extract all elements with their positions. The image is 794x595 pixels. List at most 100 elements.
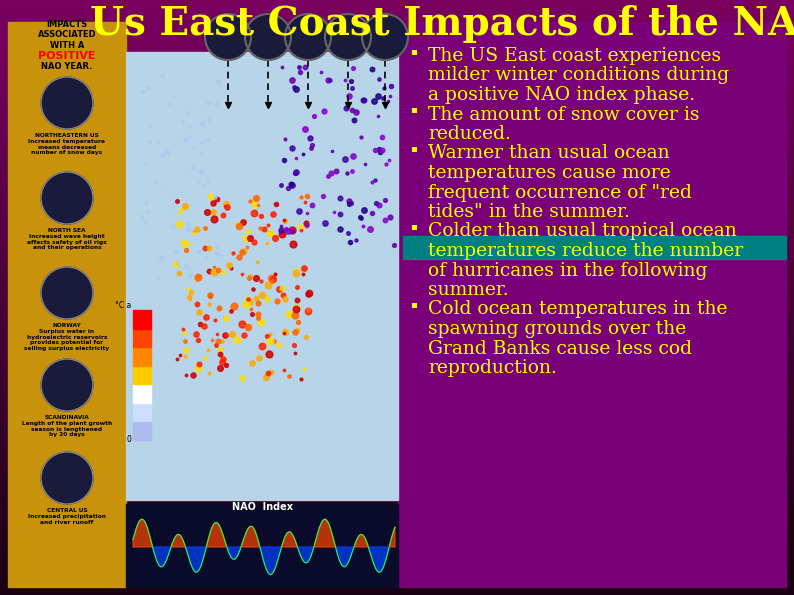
Bar xyxy=(0,177,794,184)
Bar xyxy=(0,576,794,583)
Bar xyxy=(0,314,794,321)
Bar xyxy=(0,106,794,113)
Text: reproduction.: reproduction. xyxy=(428,359,557,377)
Text: a positive NAO index phase.: a positive NAO index phase. xyxy=(428,86,695,104)
Bar xyxy=(0,40,794,48)
Circle shape xyxy=(205,14,251,60)
Bar xyxy=(0,540,794,547)
Bar xyxy=(0,392,794,399)
Bar xyxy=(0,564,794,571)
Bar xyxy=(0,397,794,405)
Text: The amount of snow cover is: The amount of snow cover is xyxy=(428,105,700,124)
Text: spawning grounds over the: spawning grounds over the xyxy=(428,320,686,338)
Bar xyxy=(0,231,794,238)
Text: of hurricanes in the following: of hurricanes in the following xyxy=(428,261,707,280)
Bar xyxy=(133,384,151,403)
Bar xyxy=(0,582,794,589)
Bar xyxy=(0,35,794,42)
Bar xyxy=(0,403,794,411)
Bar xyxy=(0,296,794,303)
Bar xyxy=(0,356,794,363)
Bar xyxy=(0,332,794,339)
Bar xyxy=(0,58,794,65)
Bar xyxy=(0,415,794,422)
Bar xyxy=(0,320,794,327)
Bar xyxy=(0,0,794,6)
Bar xyxy=(0,284,794,292)
Bar xyxy=(0,261,794,268)
Bar xyxy=(0,409,794,416)
Bar xyxy=(0,528,794,536)
Bar xyxy=(0,302,794,309)
Bar xyxy=(0,148,794,155)
Text: summer.: summer. xyxy=(428,281,509,299)
Circle shape xyxy=(245,14,291,60)
Circle shape xyxy=(41,77,93,129)
Bar xyxy=(0,249,794,256)
Bar xyxy=(0,386,794,393)
Bar xyxy=(0,52,794,60)
Bar xyxy=(133,366,151,384)
Bar xyxy=(0,433,794,440)
Bar xyxy=(0,326,794,333)
Circle shape xyxy=(285,14,331,60)
Text: ▪: ▪ xyxy=(410,47,417,56)
Bar xyxy=(126,52,398,500)
Bar xyxy=(0,427,794,434)
Circle shape xyxy=(325,14,371,60)
Text: temperatures reduce the number: temperatures reduce the number xyxy=(428,242,743,260)
Bar xyxy=(0,308,794,315)
Bar xyxy=(0,165,794,173)
Bar xyxy=(0,207,794,214)
Circle shape xyxy=(41,267,93,319)
Bar xyxy=(0,499,794,506)
Text: Us East Coast Impacts of the NAO: Us East Coast Impacts of the NAO xyxy=(90,5,794,43)
Text: NAO  Index: NAO Index xyxy=(233,502,294,512)
Bar xyxy=(0,189,794,196)
Bar xyxy=(0,350,794,357)
Text: tides" in the summer.: tides" in the summer. xyxy=(428,203,630,221)
Bar xyxy=(0,267,794,274)
Bar xyxy=(0,29,794,36)
Bar xyxy=(0,487,794,494)
Bar xyxy=(0,100,794,107)
Bar xyxy=(133,403,151,421)
Bar xyxy=(0,225,794,232)
Bar xyxy=(0,570,794,577)
Bar xyxy=(0,475,794,482)
Bar xyxy=(398,22,786,587)
Bar xyxy=(0,505,794,512)
Bar xyxy=(0,493,794,500)
Text: CENTRAL US
Increased precipitation
and river runoff: CENTRAL US Increased precipitation and r… xyxy=(28,508,106,525)
Circle shape xyxy=(362,14,408,60)
Bar xyxy=(0,112,794,119)
Bar xyxy=(133,328,151,347)
Text: °C a: °C a xyxy=(115,300,131,309)
Text: ▪: ▪ xyxy=(410,105,417,114)
Text: NAO YEAR.: NAO YEAR. xyxy=(41,62,93,71)
Bar xyxy=(0,70,794,77)
Bar xyxy=(0,290,794,298)
Text: temperatures cause more: temperatures cause more xyxy=(428,164,671,182)
Bar xyxy=(0,130,794,137)
Bar xyxy=(0,219,794,226)
Bar xyxy=(0,82,794,89)
Bar xyxy=(126,504,398,587)
Bar xyxy=(0,76,794,83)
Text: reduced.: reduced. xyxy=(428,125,511,143)
Bar xyxy=(0,278,794,286)
Bar xyxy=(0,516,794,524)
Text: ▪: ▪ xyxy=(410,223,417,231)
Bar xyxy=(0,558,794,565)
Bar xyxy=(0,439,794,446)
Bar xyxy=(0,374,794,381)
Bar xyxy=(0,46,794,54)
Bar xyxy=(0,195,794,202)
Bar xyxy=(0,88,794,95)
Bar xyxy=(133,310,151,328)
Text: Grand Banks cause less cod: Grand Banks cause less cod xyxy=(428,340,692,358)
Text: NORTHEASTERN US
Increased temperature
means decreased
number of snow days: NORTHEASTERN US Increased temperature me… xyxy=(29,133,106,155)
Bar xyxy=(0,481,794,488)
Bar xyxy=(0,511,794,518)
Bar xyxy=(8,22,126,587)
